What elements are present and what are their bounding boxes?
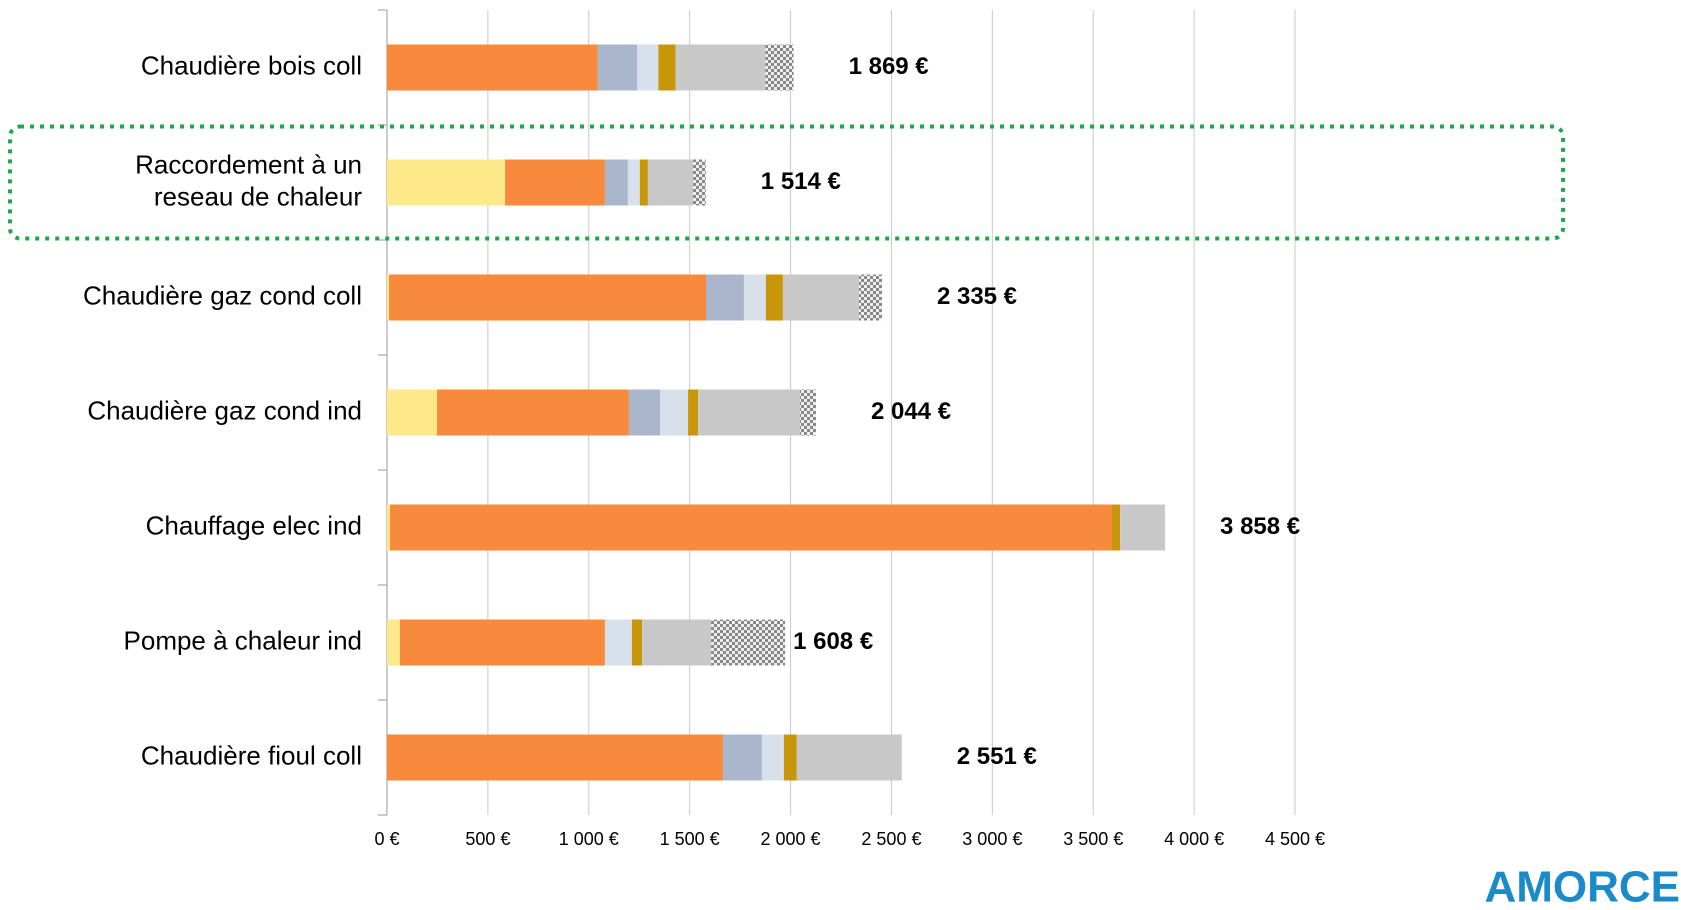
category-label: Chaudière gaz cond coll [83,280,362,310]
category-label: Chauffage elec ind [146,510,362,540]
bar-segment [782,274,859,321]
bar-segment [698,389,801,436]
bar-segment [743,274,766,321]
bar-segment [387,389,438,436]
x-tick-label: 1 500 € [660,829,720,849]
bar-segment [688,389,699,436]
x-tick-label: 4 000 € [1164,829,1224,849]
bar-segment [660,389,689,436]
bar-segment [387,159,506,206]
bar-segment [390,504,1112,551]
bar-segment [387,504,391,551]
bar-segment [722,734,762,781]
bar-segment [692,159,706,206]
bar-segment [627,159,640,206]
bar-segment [783,734,797,781]
x-tick-label: 0 € [374,829,399,849]
x-tick-label: 500 € [465,829,510,849]
total-label: 2 551 € [957,743,1037,770]
bar-segment [639,159,648,206]
total-label: 1 608 € [793,628,873,655]
bar-segment [505,159,605,206]
bar-segment [387,44,598,91]
bar-segment [387,619,400,666]
x-tick-label: 2 500 € [861,829,921,849]
x-tick-label: 2 000 € [761,829,821,849]
bar-segment [387,274,390,321]
x-tick-label: 1 000 € [559,829,619,849]
bar-segment [675,44,766,91]
bar-segment [604,159,628,206]
x-tick-label: 4 500 € [1265,829,1325,849]
category-label: Chaudière bois coll [141,50,362,80]
x-tick-label: 3 000 € [962,829,1022,849]
bar-segment [631,619,643,666]
bar-segment [800,389,816,436]
category-label: Raccordement à un reseau de chaleur [135,149,362,211]
highlight-box [8,124,1565,241]
bar-segment [642,619,712,666]
bar-segment [1111,504,1121,551]
bar-segment [637,44,659,91]
total-label: 2 335 € [937,283,1017,310]
total-label: 1 514 € [761,168,841,195]
bar-segment [389,274,707,321]
total-label: 3 858 € [1220,513,1300,540]
bar-segment [711,619,786,666]
bar-segment [706,274,744,321]
bar-segment [437,389,629,436]
bar-segment [628,389,661,436]
bar-segment [858,274,882,321]
bar-segment [1120,504,1166,551]
bar-segment [765,44,794,91]
category-label: Chaudière fioul coll [141,740,362,770]
bar-segment [647,159,693,206]
bar-segment [399,619,605,666]
bar-segment [387,734,723,781]
bar-segment [765,274,783,321]
bar-segment [604,619,632,666]
bar-segment [796,734,902,781]
logo: AMORCE [1484,863,1680,910]
category-label: Chaudière gaz cond ind [87,395,362,425]
bar-segment [597,44,638,91]
total-label: 2 044 € [871,398,951,425]
bar-segment [761,734,784,781]
total-label: 1 869 € [849,53,929,80]
category-label: Pompe à chaleur ind [124,625,362,655]
x-tick-label: 3 500 € [1063,829,1123,849]
bar-segment [658,44,676,91]
